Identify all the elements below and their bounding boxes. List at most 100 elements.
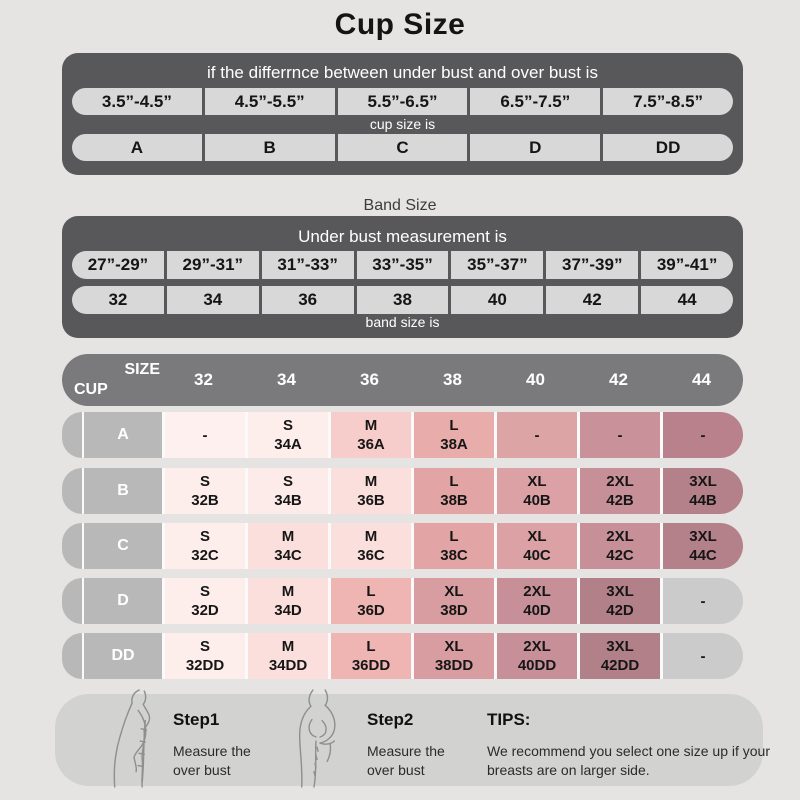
tips-text: We recommend you select one size up if y…: [487, 743, 770, 778]
cup-panel-caption: if the differrnce between under bust and…: [207, 63, 598, 82]
size-cell: M 36B: [328, 468, 411, 514]
size-cell-code: 44C: [689, 547, 717, 564]
size-cell: 2XL 40DD: [494, 633, 577, 679]
step1-desc-line2: over bust: [173, 762, 231, 778]
size-cell-size: L: [449, 473, 459, 490]
size-cell: 3XL 44C: [660, 523, 743, 569]
size-cell-code: 40DD: [517, 657, 557, 674]
cup-letter-pill: DD: [603, 134, 733, 161]
measuring-tips-panel: Step1 Measure the over bust Step2 Measur…: [55, 689, 770, 788]
cup-size-panel: if the differrnce between under bust and…: [62, 53, 743, 175]
size-cell-size: L: [366, 638, 376, 655]
size-cell: M 36A: [328, 412, 411, 458]
size-cell-size: S: [199, 473, 210, 490]
size-cell-code: 38DD: [434, 657, 474, 674]
size-cell: 2XL 42B: [577, 468, 660, 514]
size-cell-size: S: [282, 473, 293, 490]
step1-title: Step1: [173, 710, 220, 729]
size-cell-code: 34C: [274, 547, 302, 564]
cup-letter-pill: D: [470, 134, 601, 161]
measure-over-bust-front-figure-icon: [298, 689, 336, 788]
size-cell-size: XL: [527, 528, 547, 545]
matrix-column-header: 44: [692, 370, 711, 389]
band-size-panel: Under bust measurement is 27”-29” 29”-31”…: [62, 216, 743, 338]
size-cell-code: 38A: [440, 436, 468, 453]
step2-title: Step2: [367, 710, 414, 729]
size-cell-size: M: [281, 528, 295, 545]
matrix-column-header: 34: [277, 370, 296, 389]
size-cell-code: 32B: [191, 492, 219, 509]
size-cell-size: M: [364, 417, 378, 434]
size-matrix-row: DD S 32DD M 34DD L 36DD XL 38DD 2XL 40DD 3XL 42DD -: [62, 633, 743, 679]
size-cell-code: 32D: [191, 602, 219, 619]
cup-difference-range-row: 3.5”-4.5” 4.5”-5.5” 5.5”-6.5” 6.5”-7.5” 7.5”…: [72, 88, 733, 115]
underbust-range-pill: 37”-39”: [546, 251, 639, 279]
band-number-pill: 38: [356, 286, 449, 315]
row-left-cap: [62, 578, 82, 624]
size-cell-size: S: [199, 528, 210, 545]
step1-desc-line1: Measure the: [173, 743, 251, 759]
band-number-pill: 40: [451, 286, 544, 315]
size-cell: S 32C: [162, 523, 245, 569]
size-cell-empty-dash: -: [534, 426, 540, 444]
size-matrix-row: A - S 34A M 36A L 38A - - -: [62, 412, 743, 458]
row-left-cap: [62, 633, 82, 679]
band-number-pill: 42: [546, 286, 639, 315]
underbust-range-pill: 33”-35”: [356, 251, 449, 279]
size-cell-code: 40D: [523, 602, 551, 619]
size-cell-size: S: [199, 638, 210, 655]
size-cell-empty-dash: -: [700, 647, 706, 665]
spacer: [72, 279, 733, 286]
size-matrix-row: B S 32B S 34B M 36B L 38B XL 40B 2XL 42B 3XL 44B: [62, 468, 743, 514]
size-cell: M 36C: [328, 523, 411, 569]
size-cell-size: 2XL: [523, 583, 551, 600]
underbust-range-pill: 39”-41”: [641, 251, 734, 279]
matrix-corner-cell: SIZE CUP: [62, 354, 162, 406]
size-cell-code: 36B: [357, 492, 385, 509]
matrix-column-header: 42: [609, 370, 628, 389]
size-cell-code: 38D: [440, 602, 468, 619]
size-cell-size: 3XL: [606, 638, 634, 655]
band-number-row: 32 34 36 38 40 42 44: [72, 286, 734, 315]
size-cell: XL 38DD: [411, 633, 494, 679]
step2-block: Step2 Measure the over bust: [367, 710, 445, 780]
size-cell: XL 40B: [494, 468, 577, 514]
cup-difference-pill: 7.5”-8.5”: [603, 88, 733, 115]
size-cell-code: 42D: [606, 602, 634, 619]
cup-size-is-label: cup size is: [369, 116, 436, 132]
size-cell-size: M: [281, 583, 295, 600]
size-cell-size: XL: [444, 583, 464, 600]
band-number-pill: 32: [72, 286, 164, 315]
size-cell-code: 40C: [523, 547, 551, 564]
row-left-cap: [62, 468, 82, 514]
page-title: Cup Size: [334, 8, 466, 41]
size-cell-code: 38C: [440, 547, 468, 564]
size-cell-code: 42DD: [600, 657, 640, 674]
size-cell: -: [660, 633, 743, 679]
size-cell-size: 2XL: [606, 528, 634, 545]
cup-difference-pill: 5.5”-6.5”: [337, 88, 468, 115]
size-cell: 3XL 44B: [660, 468, 743, 514]
underbust-range-pill: 29”-31”: [166, 251, 259, 279]
underbust-range-row: 27”-29” 29”-31” 31”-33” 33”-35” 35”-37” 37”-3…: [72, 251, 734, 279]
size-cell-code: 44B: [689, 492, 717, 509]
row-left-cap: [62, 523, 82, 569]
band-number-pill: 34: [166, 286, 259, 315]
size-cell-code: 36DD: [351, 657, 391, 674]
band-size-heading: Band Size: [363, 197, 437, 214]
size-cell-empty-dash: -: [700, 426, 706, 444]
step2-description: Measure the over bust: [367, 742, 445, 780]
size-cell-size: 3XL: [606, 583, 634, 600]
underbust-range-pill: 31”-33”: [261, 251, 354, 279]
band-number-pill: 36: [261, 286, 354, 315]
cup-letter-pill: C: [337, 134, 468, 161]
size-cell: -: [577, 412, 660, 458]
size-cell: 2XL 42C: [577, 523, 660, 569]
cup-difference-pill: 6.5”-7.5”: [470, 88, 601, 115]
size-cell: S 34B: [245, 468, 328, 514]
cup-row-label: A: [82, 412, 162, 458]
size-cell: M 34C: [245, 523, 328, 569]
size-cell-code: 40B: [523, 492, 551, 509]
matrix-column-header: 32: [194, 370, 213, 389]
step2-desc-line2: over bust: [367, 762, 425, 778]
